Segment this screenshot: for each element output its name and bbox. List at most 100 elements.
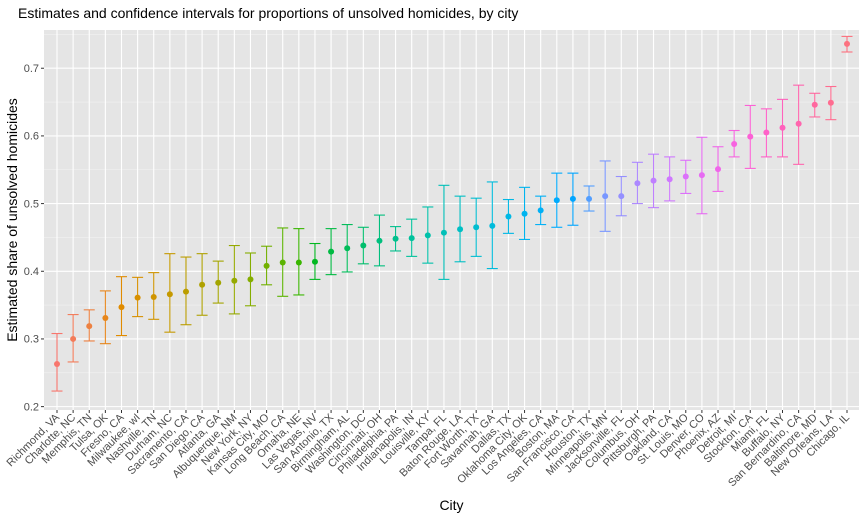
estimate-point bbox=[731, 141, 738, 148]
error-bar bbox=[583, 185, 595, 212]
error-bar bbox=[373, 214, 385, 267]
error-bar bbox=[502, 198, 514, 234]
error-bar bbox=[261, 245, 273, 286]
error-bar bbox=[809, 92, 821, 118]
estimate-point bbox=[166, 291, 173, 298]
estimate-point bbox=[602, 193, 609, 200]
error-bar bbox=[793, 84, 805, 165]
error-bar bbox=[99, 290, 111, 345]
error-bar bbox=[519, 186, 531, 241]
estimate-point bbox=[102, 314, 109, 321]
estimate-point bbox=[215, 279, 222, 286]
error-bar bbox=[841, 35, 853, 53]
estimate-point bbox=[634, 180, 641, 187]
error-bar bbox=[712, 146, 724, 192]
y-tick-label: 0.4 bbox=[24, 266, 39, 278]
error-bar bbox=[390, 226, 402, 252]
error-bar bbox=[164, 253, 176, 333]
error-bar bbox=[406, 218, 418, 257]
estimate-point bbox=[231, 277, 238, 284]
estimate-point bbox=[779, 124, 786, 131]
error-bar bbox=[438, 184, 450, 280]
estimate-point bbox=[376, 237, 383, 244]
error-bar bbox=[341, 224, 353, 273]
y-axis-title: Estimated share of unsolved homicides bbox=[4, 98, 20, 342]
estimate-point bbox=[328, 248, 335, 255]
error-bar bbox=[228, 244, 240, 315]
error-bar bbox=[148, 272, 160, 320]
estimate-point bbox=[844, 40, 850, 47]
estimate-point bbox=[569, 195, 576, 202]
estimate-point bbox=[747, 133, 754, 140]
error-bar bbox=[51, 332, 63, 392]
error-bar bbox=[760, 108, 772, 158]
estimate-point bbox=[473, 224, 480, 231]
estimate-point bbox=[666, 176, 673, 183]
estimate-point bbox=[360, 242, 367, 249]
estimate-point bbox=[586, 195, 593, 202]
error-bar bbox=[454, 195, 466, 263]
error-bar bbox=[325, 228, 337, 276]
error-bar bbox=[664, 156, 676, 202]
estimate-point bbox=[247, 276, 254, 283]
estimate-point bbox=[118, 304, 125, 311]
error-bar bbox=[648, 153, 660, 209]
y-axis: 0.2 0.3 0.4 0.5 0.6 0.7 bbox=[24, 63, 44, 413]
error-bar bbox=[180, 256, 192, 326]
error-bar bbox=[777, 98, 789, 158]
error-bar bbox=[631, 161, 643, 205]
error-bar bbox=[212, 260, 224, 304]
y-tick-label: 0.6 bbox=[24, 131, 39, 143]
error-bar bbox=[728, 129, 740, 158]
estimate-point bbox=[457, 226, 464, 233]
y-tick-label: 0.3 bbox=[24, 334, 39, 346]
estimate-point bbox=[698, 172, 705, 179]
estimate-point bbox=[199, 281, 206, 288]
error-bar bbox=[309, 242, 321, 280]
error-bar bbox=[244, 252, 256, 307]
error-bar bbox=[551, 172, 563, 228]
error-bar bbox=[115, 276, 127, 337]
plot-panel bbox=[44, 30, 859, 410]
x-axis-title: City bbox=[439, 497, 463, 513]
estimate-point bbox=[344, 245, 351, 252]
chart-title: Estimates and confidence intervals for p… bbox=[18, 5, 518, 21]
y-tick-label: 0.7 bbox=[24, 63, 39, 75]
error-bar bbox=[486, 181, 498, 270]
estimate-point bbox=[489, 222, 496, 229]
error-bar bbox=[470, 197, 482, 257]
error-bar bbox=[196, 253, 208, 316]
error-bar bbox=[357, 226, 369, 265]
y-tick-label: 0.5 bbox=[24, 198, 39, 210]
grid-minor bbox=[44, 34, 859, 374]
error-bar bbox=[615, 175, 627, 217]
estimate-point bbox=[150, 293, 157, 300]
error-bar bbox=[293, 228, 305, 296]
error-bars bbox=[51, 35, 853, 392]
estimate-point bbox=[715, 166, 722, 173]
error-bar bbox=[67, 314, 79, 363]
error-bar bbox=[825, 85, 837, 121]
estimate-point bbox=[618, 193, 625, 200]
error-bar bbox=[535, 195, 547, 226]
estimate-point bbox=[263, 262, 270, 269]
estimate-point bbox=[311, 258, 318, 265]
error-bar bbox=[567, 172, 579, 226]
estimate-point bbox=[392, 235, 399, 242]
estimate-point bbox=[650, 177, 657, 184]
error-bar bbox=[680, 159, 692, 194]
estimate-point bbox=[70, 335, 77, 342]
estimate-point bbox=[182, 288, 189, 295]
estimate-point bbox=[553, 197, 560, 204]
error-bar bbox=[744, 104, 756, 169]
estimate-point bbox=[763, 129, 770, 136]
estimate-point bbox=[440, 229, 447, 236]
error-bar bbox=[132, 276, 144, 318]
estimate-point bbox=[54, 360, 60, 367]
estimate-point bbox=[279, 259, 286, 266]
y-tick-label: 0.2 bbox=[24, 401, 39, 413]
estimate-point bbox=[537, 207, 544, 214]
estimate-point bbox=[827, 99, 834, 106]
